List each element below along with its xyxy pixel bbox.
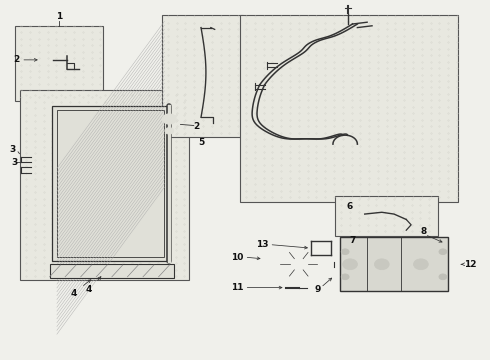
Text: 6: 6: [347, 202, 353, 211]
Text: 10: 10: [231, 253, 244, 262]
Text: 4: 4: [85, 285, 92, 294]
Circle shape: [374, 259, 389, 270]
Bar: [335, 196, 438, 235]
Text: 13: 13: [256, 240, 269, 249]
Bar: [240, 15, 458, 202]
Text: 7: 7: [349, 236, 356, 245]
Circle shape: [341, 249, 349, 255]
Bar: [15, 26, 103, 101]
Circle shape: [165, 128, 173, 134]
Text: 3: 3: [9, 145, 16, 154]
Text: 5: 5: [198, 138, 204, 147]
Text: 11: 11: [231, 283, 244, 292]
Bar: [20, 90, 189, 280]
Circle shape: [439, 274, 447, 280]
Text: 2: 2: [13, 55, 19, 64]
Circle shape: [414, 259, 428, 270]
Text: 12: 12: [464, 260, 476, 269]
Text: 4: 4: [71, 289, 77, 298]
Bar: [57, 110, 164, 257]
Circle shape: [439, 249, 447, 255]
Bar: [340, 237, 448, 291]
Text: 1: 1: [56, 13, 62, 22]
Circle shape: [162, 114, 176, 124]
Text: 9: 9: [315, 285, 321, 294]
Bar: [49, 264, 174, 278]
Text: 2: 2: [194, 122, 200, 131]
Text: 8: 8: [421, 228, 427, 237]
Bar: [52, 107, 169, 261]
Circle shape: [343, 259, 357, 270]
Text: 3: 3: [11, 158, 18, 167]
Circle shape: [341, 274, 349, 280]
Bar: [162, 15, 243, 137]
